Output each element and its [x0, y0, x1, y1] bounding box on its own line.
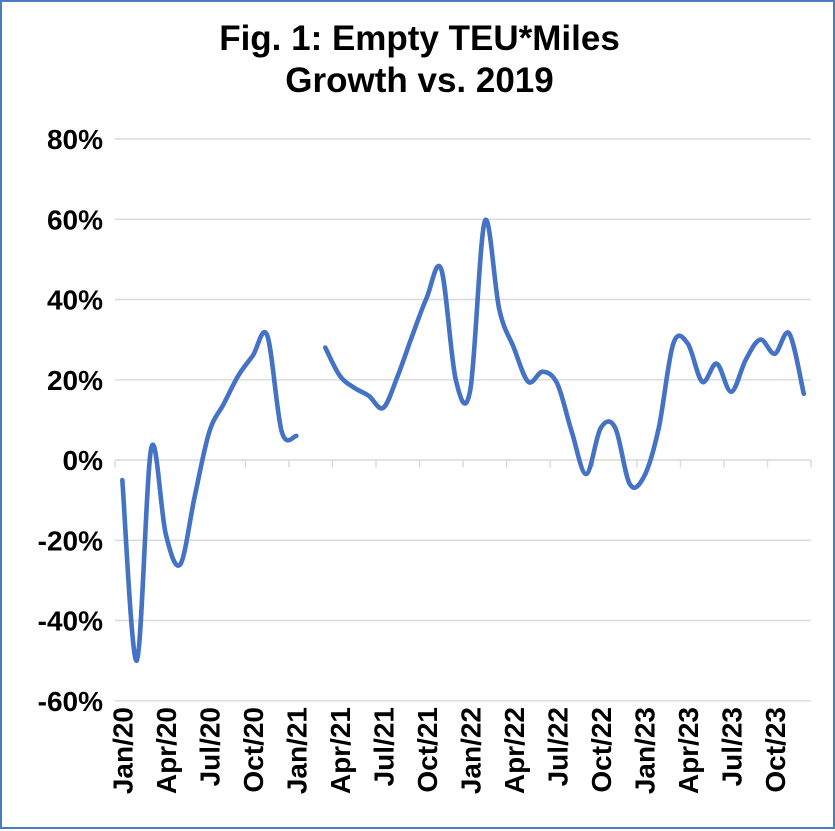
y-axis-label: -20% [38, 525, 103, 556]
data-line-series [323, 217, 807, 490]
y-axis-label: -60% [38, 686, 103, 717]
data-line-series [120, 330, 299, 663]
x-axis-label: Oct/21 [412, 707, 443, 793]
x-axis-label: Jul/20 [194, 707, 225, 786]
x-axis-label: Apr/20 [151, 707, 182, 794]
x-axis-label: Oct/20 [238, 707, 269, 793]
x-axis-label: Jan/22 [455, 707, 486, 794]
x-axis-label: Jan/20 [107, 707, 138, 794]
x-axis-label: Jul/21 [368, 707, 399, 786]
y-axis-label: 40% [47, 285, 103, 316]
chart-title-line1: Fig. 1: Empty TEU*Miles [219, 19, 620, 58]
y-axis-label: -40% [38, 606, 103, 637]
x-axis-label: Apr/23 [673, 707, 704, 794]
x-axis-label: Jan/21 [281, 707, 312, 794]
chart-title: Fig. 1: Empty TEU*Miles Growth vs. 2019 [2, 18, 835, 102]
y-axis-label: 0% [63, 445, 104, 476]
x-axis-label: Jul/23 [716, 707, 747, 786]
chart-title-line2: Growth vs. 2019 [285, 61, 554, 100]
y-axis-label: 80% [47, 124, 103, 155]
x-axis-label: Jan/23 [629, 707, 660, 794]
x-axis-label: Apr/22 [499, 707, 530, 794]
x-axis-label: Jul/22 [542, 707, 573, 786]
x-axis-label: Oct/23 [760, 707, 791, 793]
x-axis-label: Oct/22 [586, 707, 617, 793]
y-axis-label: 60% [47, 204, 103, 235]
y-axis-label: 20% [47, 365, 103, 396]
x-axis-label: Apr/21 [325, 707, 356, 794]
